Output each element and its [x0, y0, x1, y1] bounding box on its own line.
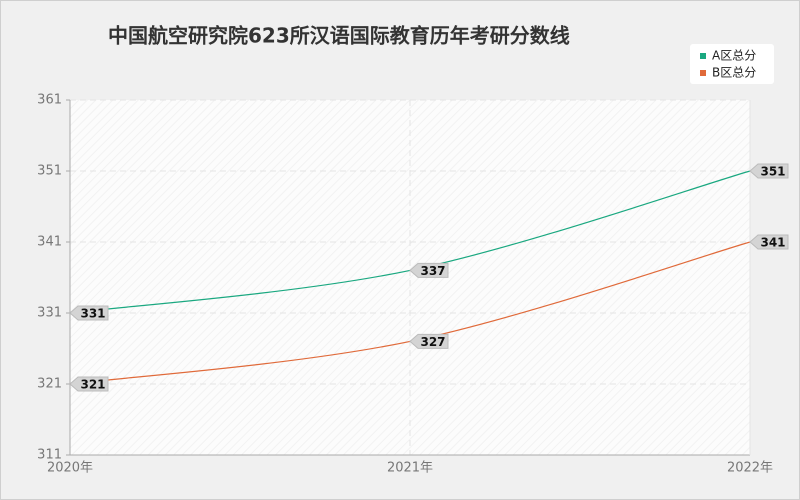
- legend-swatch: [700, 70, 706, 76]
- data-label-tag: [409, 262, 449, 278]
- data-label-text: 341: [760, 236, 785, 250]
- data-label-tag: [409, 333, 449, 349]
- y-tick-label: 331: [37, 306, 62, 321]
- legend: A区总分 B区总分: [690, 44, 774, 84]
- y-tick-label: 311: [37, 448, 62, 463]
- data-label-text: 331: [80, 307, 105, 321]
- x-tick-label: 2022年: [727, 461, 773, 476]
- data-label-tag: [69, 376, 109, 392]
- y-tick-label: 351: [37, 164, 62, 179]
- data-label-tag: [749, 163, 789, 179]
- data-label: 331: [69, 305, 109, 321]
- data-label: 327: [409, 333, 449, 349]
- y-tick-label: 321: [37, 377, 62, 392]
- data-label: 351: [749, 163, 789, 179]
- data-label: 341: [749, 234, 789, 250]
- data-label: 337: [409, 262, 449, 278]
- y-tick-label: 341: [37, 235, 62, 250]
- data-label-text: 321: [80, 378, 105, 392]
- y-tick-label: 361: [37, 93, 62, 108]
- data-label-text: 337: [420, 264, 445, 278]
- data-label-text: 351: [760, 165, 785, 179]
- data-label-tag: [749, 234, 789, 250]
- data-label-tag: [69, 305, 109, 321]
- legend-box: [690, 44, 774, 84]
- legend-label: B区总分: [712, 66, 756, 80]
- x-tick-label: 2021年: [387, 461, 433, 476]
- data-label-text: 327: [420, 335, 445, 349]
- chart-title: 中国航空研究院623所汉语国际教育历年考研分数线: [108, 24, 570, 48]
- legend-label: A区总分: [712, 49, 756, 63]
- x-tick-label: 2020年: [47, 461, 93, 476]
- data-label: 321: [69, 376, 109, 392]
- legend-swatch: [700, 53, 706, 59]
